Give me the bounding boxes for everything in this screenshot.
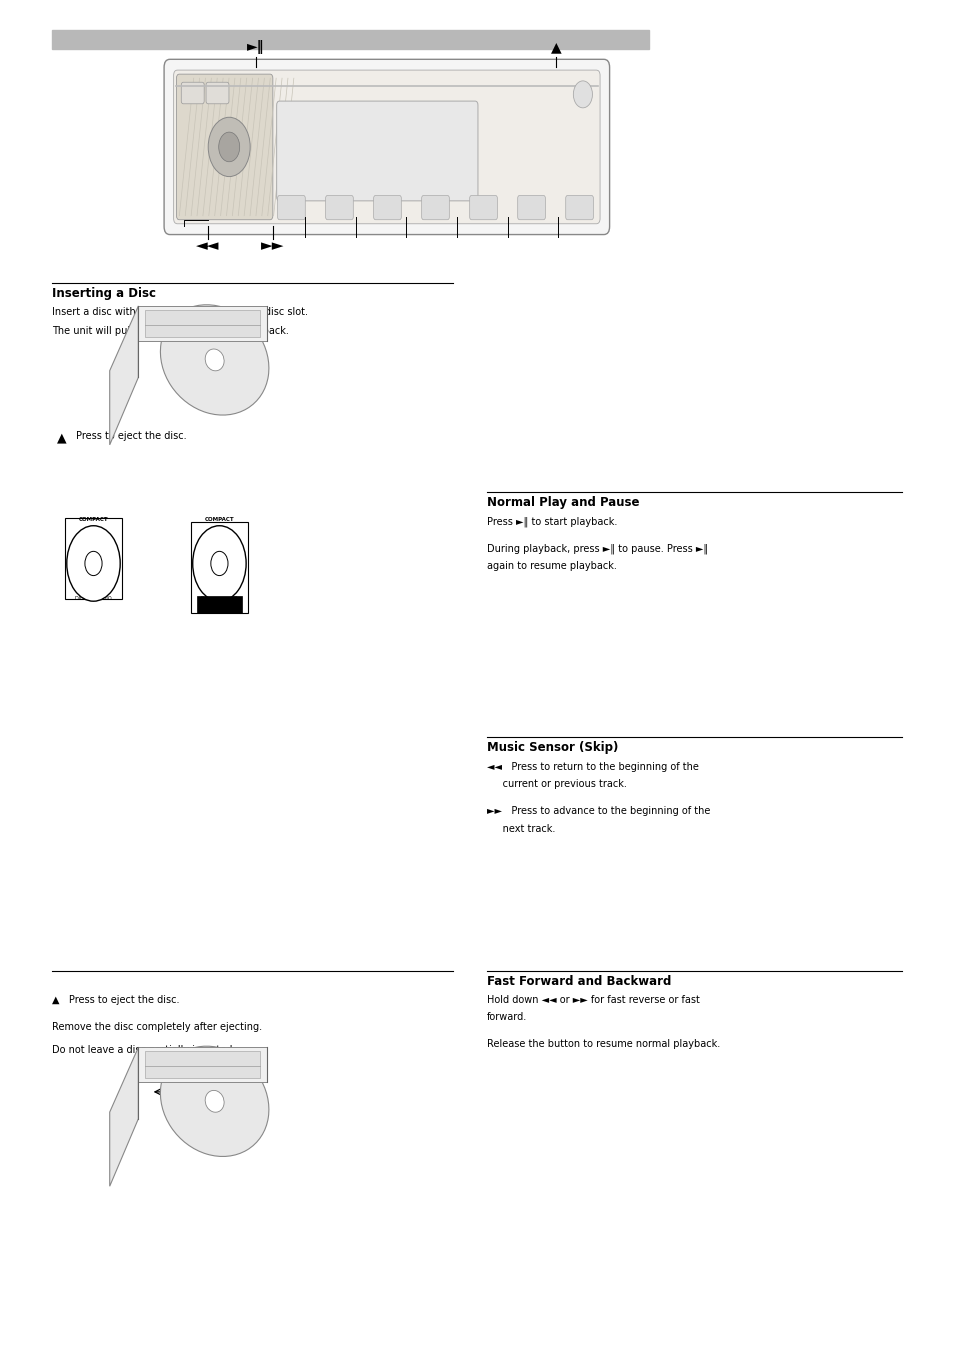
Text: ►‖: ►‖ bbox=[247, 40, 264, 54]
Text: Insert a disc with the label side up into the disc slot.: Insert a disc with the label side up int… bbox=[52, 307, 308, 317]
Text: DIGITAL AUDIO: DIGITAL AUDIO bbox=[201, 596, 237, 601]
FancyBboxPatch shape bbox=[517, 195, 545, 220]
Text: The unit will pull in the disc and begin playback.: The unit will pull in the disc and begin… bbox=[52, 326, 289, 336]
Text: During playback, press ►‖ to pause. Press ►‖: During playback, press ►‖ to pause. Pres… bbox=[486, 543, 707, 554]
FancyBboxPatch shape bbox=[325, 195, 353, 220]
Text: Remove the disc completely after ejecting.: Remove the disc completely after ejectin… bbox=[52, 1022, 262, 1031]
Circle shape bbox=[573, 81, 592, 108]
Text: again to resume playback.: again to resume playback. bbox=[486, 561, 616, 570]
Text: Hold down ◄◄ or ►► for fast reverse or fast: Hold down ◄◄ or ►► for fast reverse or f… bbox=[486, 995, 699, 1004]
Text: next track.: next track. bbox=[486, 824, 555, 833]
Polygon shape bbox=[138, 1047, 267, 1082]
Text: disc: disc bbox=[206, 562, 233, 576]
Text: Music Sensor (Skip): Music Sensor (Skip) bbox=[486, 741, 618, 755]
Text: Press ►‖ to start playback.: Press ►‖ to start playback. bbox=[486, 516, 617, 527]
FancyBboxPatch shape bbox=[421, 195, 449, 220]
Circle shape bbox=[193, 526, 246, 601]
Text: Press to eject the disc.: Press to eject the disc. bbox=[76, 431, 187, 441]
Ellipse shape bbox=[160, 305, 269, 415]
Text: Release the button to resume normal playback.: Release the button to resume normal play… bbox=[486, 1039, 719, 1049]
Text: ▲   Press to eject the disc.: ▲ Press to eject the disc. bbox=[52, 995, 180, 1004]
Text: TEXT: TEXT bbox=[213, 601, 226, 607]
Text: Do not leave a disc partially inserted.: Do not leave a disc partially inserted. bbox=[52, 1045, 235, 1054]
Polygon shape bbox=[110, 1047, 138, 1186]
FancyBboxPatch shape bbox=[277, 195, 305, 220]
Bar bbox=[196, 596, 242, 613]
Text: ►►: ►► bbox=[261, 239, 284, 253]
Text: ◄◄   Press to return to the beginning of the: ◄◄ Press to return to the beginning of t… bbox=[486, 762, 698, 771]
Text: COMPACT: COMPACT bbox=[204, 516, 234, 522]
Ellipse shape bbox=[160, 1046, 269, 1157]
Text: ►►   Press to advance to the beginning of the: ►► Press to advance to the beginning of … bbox=[486, 806, 709, 816]
Text: COMPACT: COMPACT bbox=[78, 516, 109, 522]
Ellipse shape bbox=[205, 349, 224, 371]
Text: Inserting a Disc: Inserting a Disc bbox=[52, 287, 156, 301]
FancyBboxPatch shape bbox=[181, 82, 204, 104]
Bar bbox=[65, 518, 122, 599]
FancyBboxPatch shape bbox=[565, 195, 593, 220]
FancyBboxPatch shape bbox=[206, 82, 229, 104]
Text: ◄◄: ◄◄ bbox=[196, 239, 219, 253]
Text: forward.: forward. bbox=[486, 1012, 526, 1022]
Circle shape bbox=[208, 117, 250, 177]
Ellipse shape bbox=[205, 1091, 224, 1112]
Text: current or previous track.: current or previous track. bbox=[486, 779, 626, 789]
FancyBboxPatch shape bbox=[164, 59, 609, 235]
Circle shape bbox=[85, 551, 102, 576]
Text: disc: disc bbox=[80, 562, 107, 576]
Polygon shape bbox=[145, 310, 260, 337]
Circle shape bbox=[211, 551, 228, 576]
Text: ▲: ▲ bbox=[57, 431, 67, 445]
Text: Normal Play and Pause: Normal Play and Pause bbox=[486, 496, 639, 510]
Bar bbox=[191, 522, 248, 613]
Polygon shape bbox=[145, 1051, 260, 1078]
Polygon shape bbox=[110, 306, 138, 445]
Circle shape bbox=[67, 526, 120, 601]
FancyBboxPatch shape bbox=[173, 70, 599, 224]
Text: ▲: ▲ bbox=[550, 40, 561, 54]
FancyBboxPatch shape bbox=[276, 101, 477, 201]
Text: Fast Forward and Backward: Fast Forward and Backward bbox=[486, 975, 670, 988]
Text: DIGITAL AUDIO: DIGITAL AUDIO bbox=[75, 596, 112, 601]
Polygon shape bbox=[138, 306, 267, 341]
FancyBboxPatch shape bbox=[176, 74, 273, 220]
Bar bbox=[52, 30, 648, 49]
FancyBboxPatch shape bbox=[374, 195, 401, 220]
FancyBboxPatch shape bbox=[469, 195, 497, 220]
Circle shape bbox=[218, 132, 239, 162]
